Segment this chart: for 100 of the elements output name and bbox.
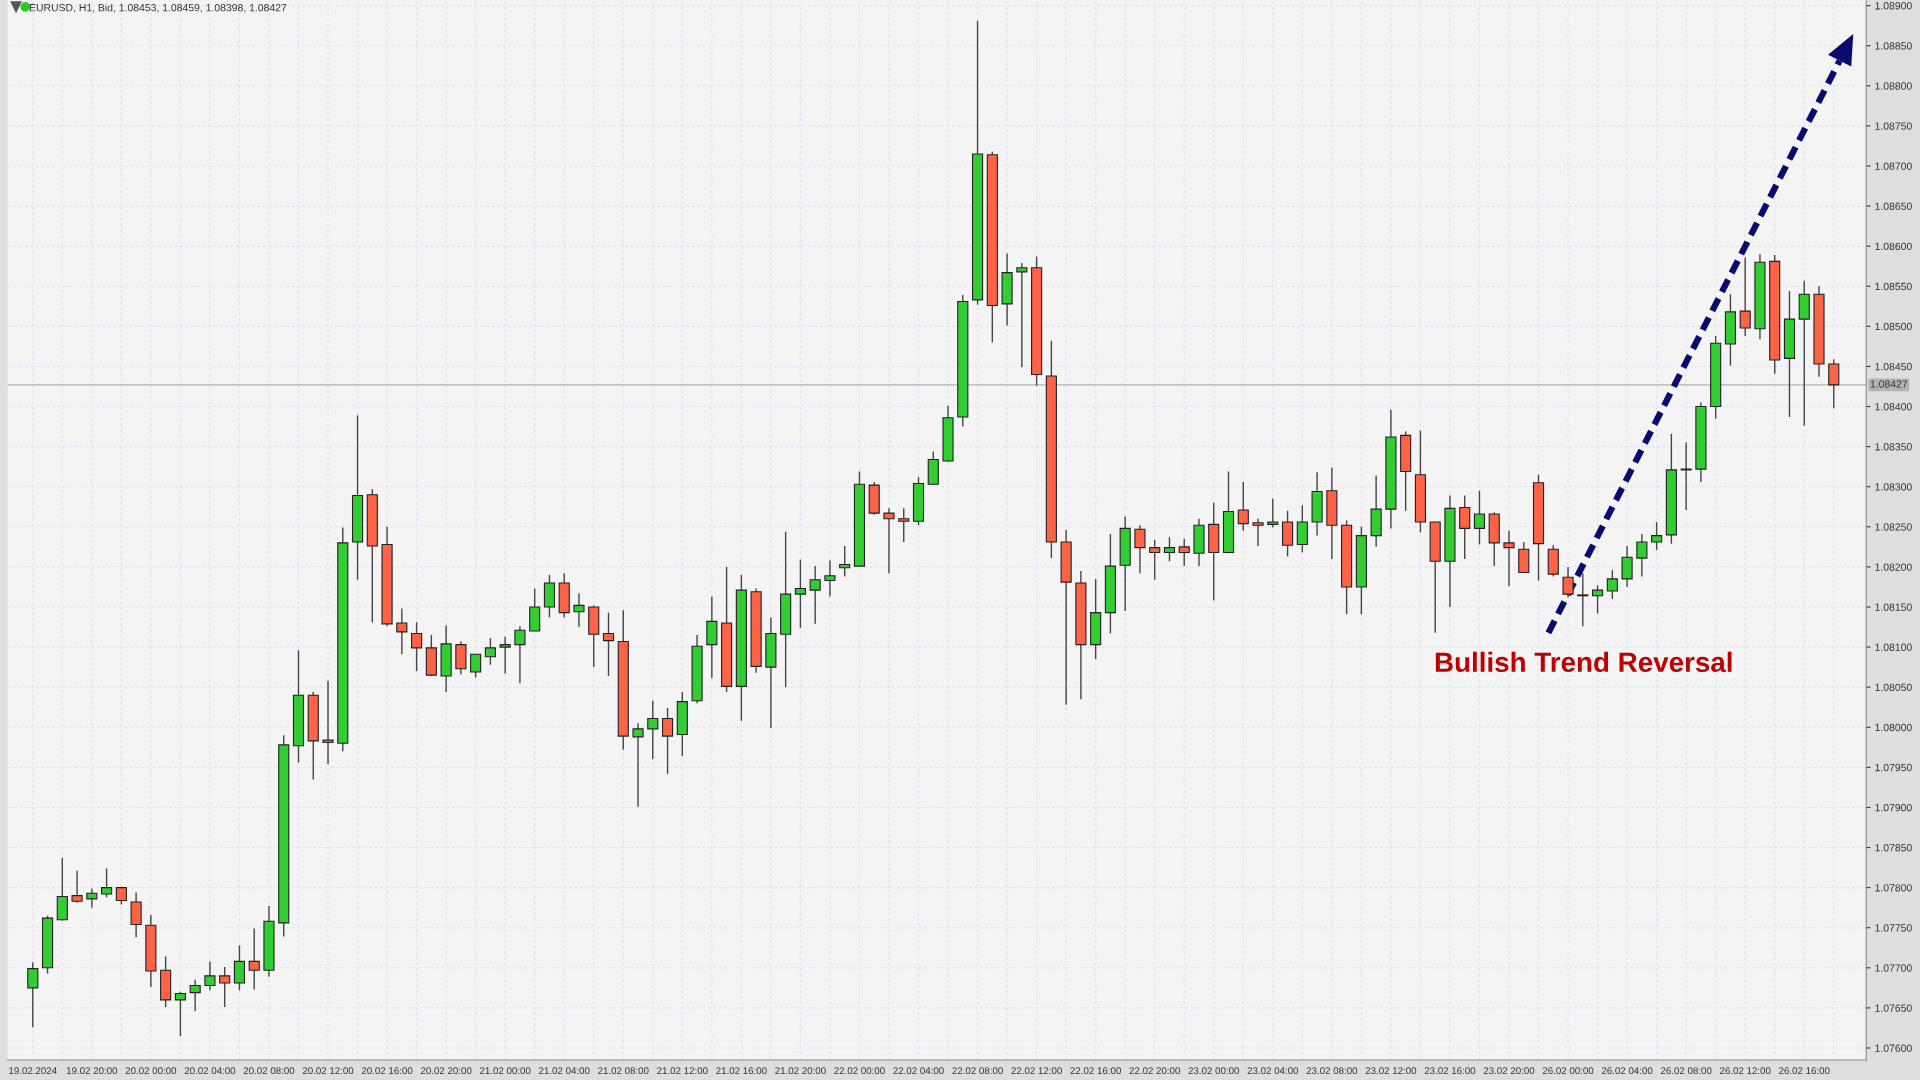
y-tick-label: 1.07900: [1875, 803, 1912, 812]
x-tick-label: 26.02 12:00: [1720, 1067, 1771, 1075]
candlestick: [661, 707, 674, 775]
x-tick-label: 22.02 08:00: [952, 1067, 1003, 1075]
y-tick-label: 1.08400: [1875, 403, 1912, 411]
annotation: Bullish Trend Reversal: [1435, 651, 1732, 673]
y-tick-label: 1.08500: [1875, 322, 1912, 331]
candlestick: [883, 507, 895, 575]
candlestick: [794, 558, 806, 629]
y-tick-label: 1.07800: [1875, 884, 1912, 892]
chart-title: EURUSD, H1, Bid, 1.08453, 1.08459, 1.08398, 1.08427: [29, 3, 287, 13]
candlestick: [1163, 536, 1176, 562]
candlestick: [1828, 358, 1840, 409]
y-tick-label: 1.08850: [1875, 42, 1912, 50]
y-tick-label: 1.08250: [1875, 523, 1912, 531]
candlestick: [1503, 530, 1515, 587]
candlestick: [1281, 510, 1294, 558]
x-tick-label: 22.02 12:00: [1011, 1067, 1062, 1075]
y-tick-label: 1.07700: [1875, 964, 1912, 972]
candlestick: [1016, 262, 1028, 368]
ref-line-label: 1.08427: [1870, 380, 1908, 388]
candlestick: [1680, 441, 1692, 511]
y-tick-label: 1.07850: [1875, 844, 1912, 852]
candlestick: [1651, 521, 1663, 551]
x-tick-label: 26.02 00:00: [1542, 1067, 1594, 1075]
y-tick-label: 1.08750: [1875, 122, 1912, 130]
y-tick-label: 1.08200: [1875, 563, 1912, 571]
candlestick: [1606, 569, 1618, 600]
candlestick: [86, 887, 98, 909]
candlestick: [1518, 541, 1530, 574]
x-tick-label: 22.02 20:00: [1129, 1067, 1180, 1075]
candlestick: [219, 966, 231, 1008]
candlestick: [1296, 504, 1308, 554]
x-tick-label: 26.02 16:00: [1779, 1067, 1830, 1075]
x-tick-label: 21.02 16:00: [716, 1067, 767, 1075]
y-tick-label: 1.08550: [1875, 282, 1912, 291]
candlestick: [1621, 545, 1633, 588]
candlestick: [204, 960, 216, 991]
y-tick-label: 1.08600: [1875, 242, 1912, 251]
candlestick: [1237, 481, 1249, 532]
candlestick: [174, 991, 186, 1037]
x-tick-label: 23.02 12:00: [1365, 1067, 1417, 1075]
candlestick: [1252, 518, 1264, 547]
candlestick: [71, 870, 83, 904]
x-tick-label: 21.02 00:00: [479, 1067, 531, 1075]
candlestick: [1636, 533, 1648, 578]
candlestick: [233, 944, 246, 991]
y-tick-label: 1.08100: [1875, 643, 1912, 651]
candlestick: [484, 637, 496, 666]
x-tick-label: 22.02 04:00: [893, 1067, 944, 1075]
y-tick-label: 1.07950: [1875, 763, 1912, 772]
candlestick: [56, 857, 68, 922]
candlestick: [101, 867, 113, 898]
x-tick-label: 23.02 08:00: [1306, 1067, 1358, 1075]
y-tick-label: 1.08650: [1875, 202, 1912, 210]
x-tick-label: 26.02 08:00: [1660, 1067, 1712, 1075]
y-tick-label: 1.07600: [1875, 1044, 1912, 1052]
y-tick-label: 1.08800: [1875, 82, 1912, 90]
candlestick: [839, 545, 851, 578]
x-tick-label: 21.02 20:00: [775, 1067, 826, 1075]
candlestick: [1459, 494, 1471, 560]
candlestick: [411, 621, 423, 672]
candlestick: [898, 507, 910, 543]
x-tick-label: 19.02.2024: [9, 1067, 57, 1075]
x-tick-label: 19.02 20:00: [66, 1067, 118, 1075]
x-tick-label: 23.02 20:00: [1483, 1067, 1535, 1075]
candlestick: [824, 559, 836, 598]
candlestick: [1739, 256, 1751, 337]
y-tick-label: 1.07750: [1875, 924, 1912, 932]
x-tick-label: 23.02 16:00: [1424, 1067, 1476, 1075]
y-tick-label: 1.08150: [1875, 603, 1912, 611]
candlestick: [647, 700, 659, 761]
candlestick: [1149, 538, 1161, 581]
candlestick: [602, 611, 615, 677]
x-tick-label: 22.02 00:00: [834, 1067, 885, 1075]
candlestick: [573, 592, 585, 628]
candlestick: [809, 565, 821, 625]
x-tick-label: 20.02 08:00: [243, 1067, 295, 1075]
candlestick: [706, 595, 718, 680]
candlestick: [514, 625, 526, 684]
x-tick-label: 20.02 00:00: [125, 1067, 177, 1075]
candlestick: [1178, 538, 1190, 567]
candlestick: [1591, 584, 1604, 615]
x-tick-label: 21.02 04:00: [539, 1067, 590, 1075]
x-tick-label: 20.02 04:00: [184, 1067, 236, 1075]
candlestick: [632, 722, 644, 808]
candlestick: [470, 653, 482, 679]
candlestick: [1267, 498, 1279, 529]
candlestick: [1562, 566, 1574, 599]
y-tick-label: 1.07650: [1875, 1004, 1912, 1012]
candlestick: [1473, 490, 1486, 546]
candlestick: [499, 635, 511, 675]
candlestick: [396, 607, 408, 655]
y-tick-label: 1.08000: [1875, 723, 1912, 732]
y-tick-label: 1.08300: [1875, 483, 1912, 491]
candlestick: [27, 961, 39, 1028]
x-tick-label: 23.02 00:00: [1188, 1067, 1240, 1075]
x-tick-label: 26.02 04:00: [1601, 1067, 1653, 1075]
x-tick-label: 20.02 16:00: [361, 1067, 413, 1075]
y-tick-label: 1.08900: [1875, 2, 1912, 10]
